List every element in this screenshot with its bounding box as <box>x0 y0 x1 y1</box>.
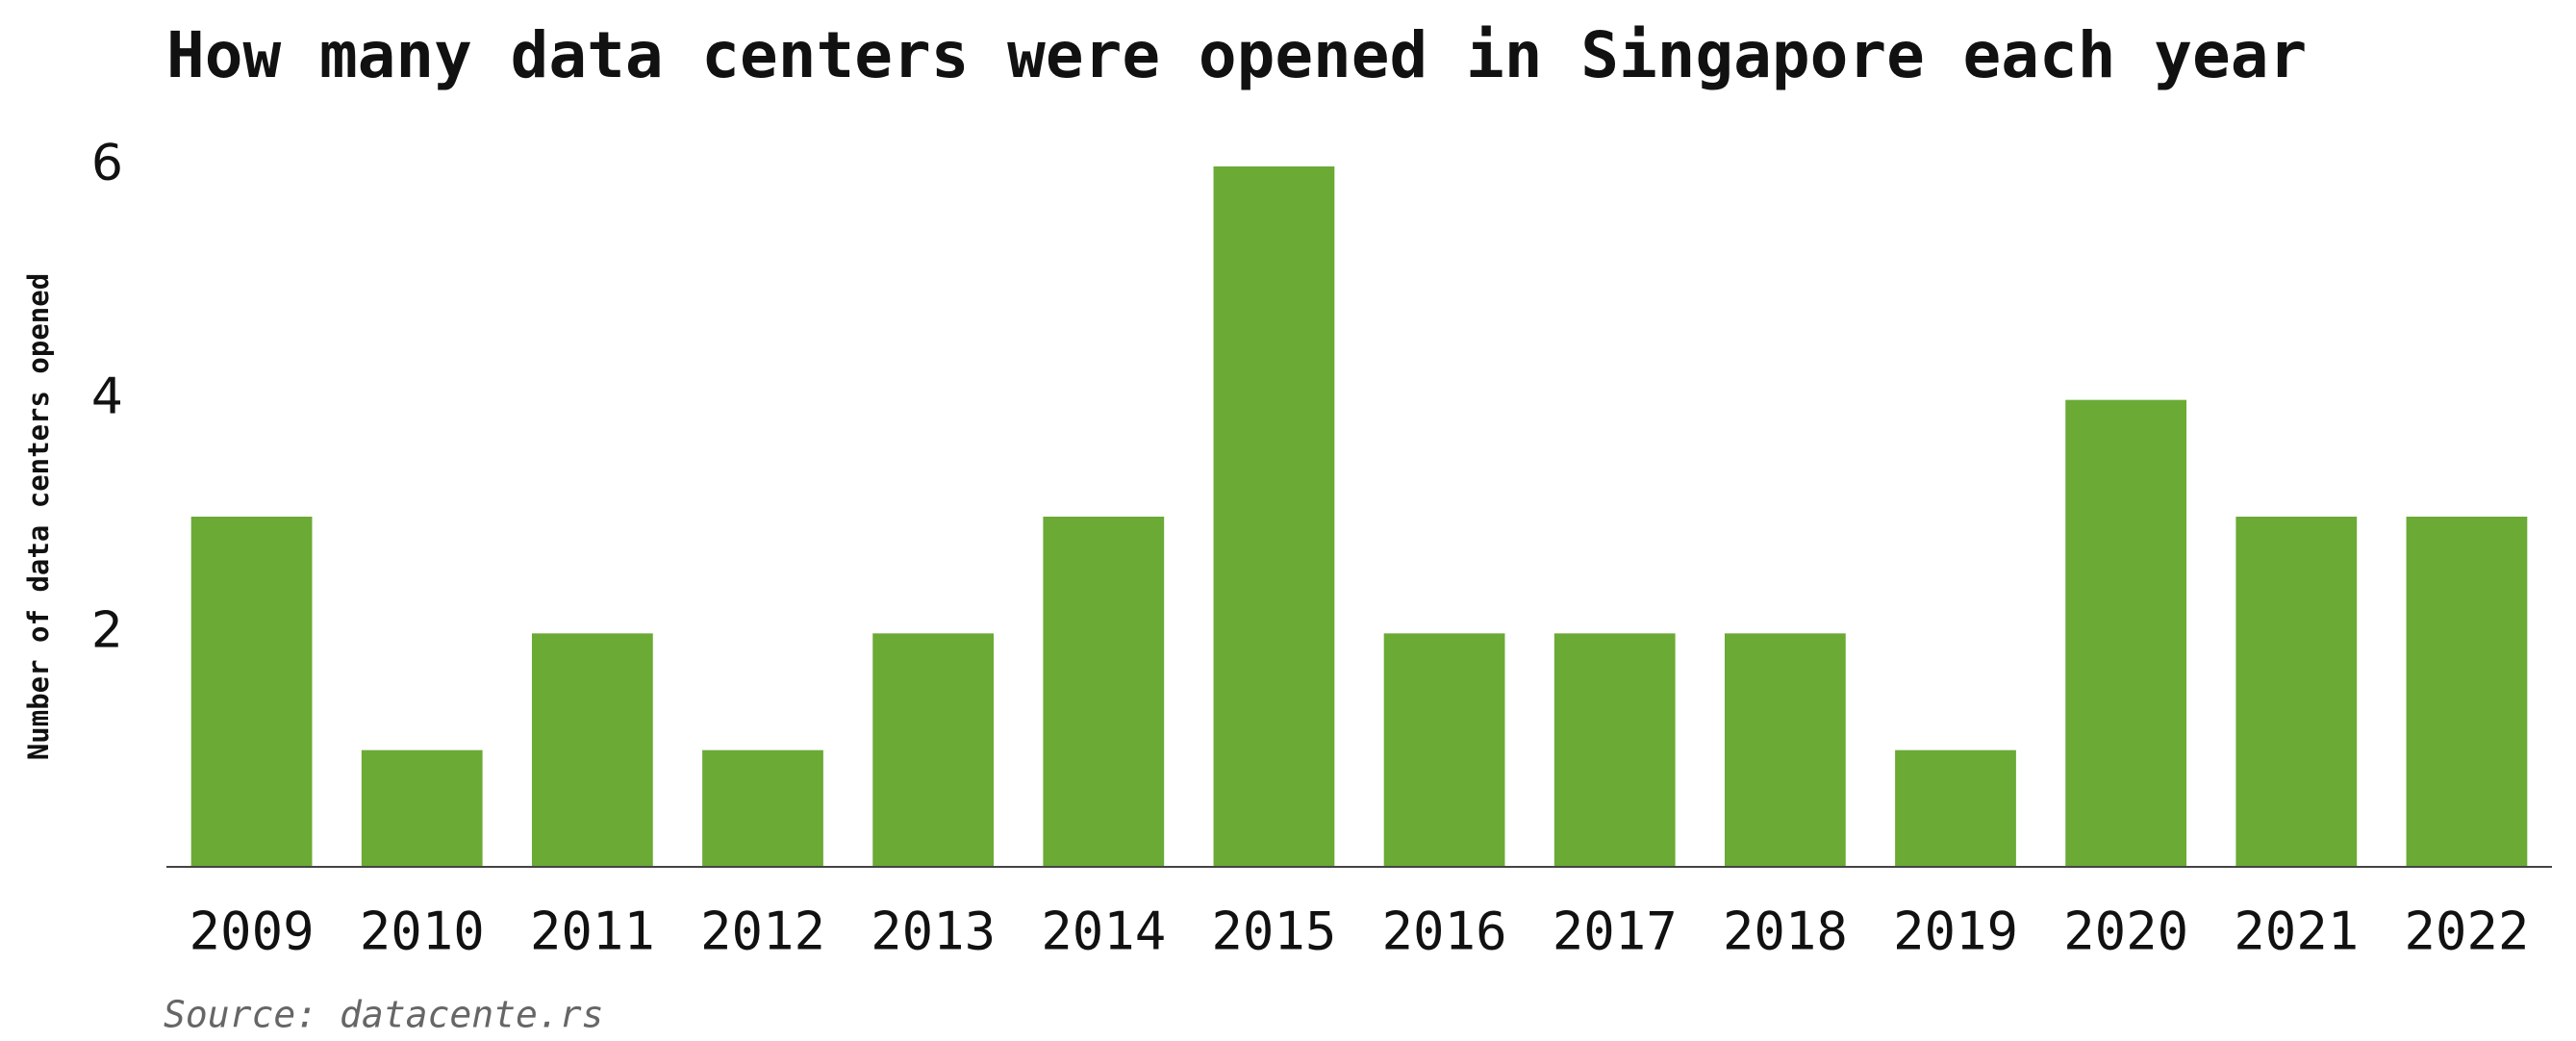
bar <box>1043 517 1165 867</box>
x-tick-label: 2020 <box>2063 901 2188 962</box>
x-tick-label: 2009 <box>189 901 315 962</box>
x-tick-label: 2016 <box>1382 901 1507 962</box>
source: Source: datacente.rs <box>164 994 604 1036</box>
x-tick-label: 2012 <box>700 901 825 962</box>
y-tick-label: 6 <box>91 135 123 192</box>
bar <box>1895 749 2016 867</box>
bar <box>1213 166 1335 867</box>
bar <box>2406 517 2528 867</box>
bar <box>1553 633 1676 867</box>
x-tick-label: 2015 <box>1211 901 1336 962</box>
x-tick-label: 2018 <box>1723 901 1848 962</box>
y-tick-label: 2 <box>91 601 123 659</box>
x-tick-label: 2011 <box>530 901 655 962</box>
x-tick-label: 2021 <box>2234 901 2359 962</box>
bar <box>1383 633 1505 867</box>
y-tick-label: 4 <box>91 368 123 426</box>
x-tick-label: 2019 <box>1893 901 2018 962</box>
bar <box>2065 399 2187 867</box>
bar <box>1724 633 1846 867</box>
bar <box>531 633 653 867</box>
x-tick-label: 2010 <box>360 901 485 962</box>
x-tick-label: 2017 <box>1553 901 1678 962</box>
bar <box>361 749 483 867</box>
x-tick-label: 2022 <box>2404 901 2529 962</box>
x-tick-label: 2014 <box>1041 901 1166 962</box>
bar <box>2235 517 2358 867</box>
bar <box>702 749 823 867</box>
chart-title: How many data centers were opened in Sin… <box>166 18 2307 92</box>
y-axis-label: Number of data centers opened <box>22 273 55 760</box>
bar <box>190 517 313 867</box>
bar <box>872 633 995 867</box>
x-tick-label: 2013 <box>871 901 996 962</box>
